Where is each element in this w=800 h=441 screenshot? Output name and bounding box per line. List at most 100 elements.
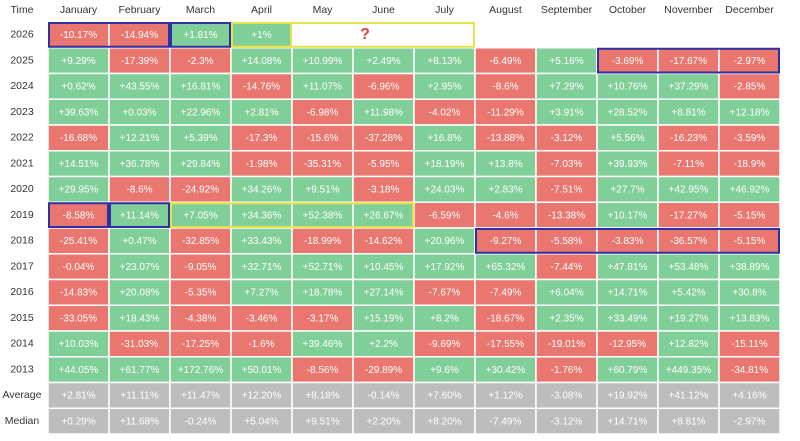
- cell: [474, 175, 537, 203]
- cell: [169, 253, 232, 281]
- cell: [718, 356, 781, 384]
- cell-value: +39.93%: [608, 159, 648, 170]
- highlight-box: [170, 202, 414, 228]
- cell-value: -33.05%: [60, 313, 97, 324]
- cell-value: +47.81%: [608, 262, 648, 273]
- cell: [352, 72, 415, 100]
- cell: [230, 47, 293, 75]
- highlight-box: [475, 228, 780, 254]
- cell-value: -4.38%: [185, 313, 217, 324]
- row-label: 2020: [10, 183, 34, 195]
- cell-value: +11.68%: [120, 416, 159, 427]
- cell: [413, 72, 476, 100]
- cell-value: -34.81%: [731, 365, 768, 376]
- cell: [291, 72, 354, 100]
- cell-value: +13.8%: [488, 159, 522, 170]
- cell: [352, 47, 415, 75]
- cell-value: +10.03%: [59, 339, 99, 350]
- cell-value: -37.28%: [365, 133, 402, 144]
- cell-value: +2.81%: [61, 391, 95, 402]
- cell-value: -35.31%: [304, 159, 341, 170]
- cell-value: -3.08%: [551, 391, 583, 402]
- cell-value: -3.12%: [551, 416, 583, 427]
- cell-value: -29.89%: [365, 365, 402, 376]
- cell-value: -17.39%: [121, 56, 158, 67]
- row-label: 2024: [10, 80, 34, 92]
- column-header: April: [251, 4, 272, 16]
- cell-value: -9.27%: [490, 236, 522, 247]
- highlight-box: [48, 22, 170, 48]
- column-header: February: [118, 4, 161, 16]
- cell-value: +7.29%: [549, 82, 583, 93]
- cell-value: +10.17%: [608, 210, 648, 221]
- cell-value: +38.89%: [730, 262, 770, 273]
- cell-value: +29.95%: [59, 185, 99, 196]
- cell: [474, 227, 537, 255]
- cell-value: -5.15%: [734, 236, 766, 247]
- cell-value: +16.8%: [427, 133, 461, 144]
- cell: [413, 330, 476, 358]
- highlight-box: [48, 202, 109, 228]
- cell-value: +7.05%: [183, 210, 217, 221]
- cell-value: -18.9%: [734, 159, 766, 170]
- cell-value: +11.47%: [181, 391, 220, 402]
- cell-value: +18.43%: [120, 313, 160, 324]
- cell: [47, 407, 110, 435]
- cell-value: +26.67%: [364, 210, 404, 221]
- cell-value: +2.35%: [549, 313, 583, 324]
- cell-value: +12.18%: [730, 107, 770, 118]
- cell-value: -7.67%: [429, 288, 461, 299]
- cell: [718, 304, 781, 332]
- cell: [169, 330, 232, 358]
- cell-value: -2.85%: [734, 82, 766, 93]
- cell-value: -12.95%: [609, 339, 646, 350]
- question-mark: ?: [360, 26, 370, 43]
- row-label: 2021: [10, 157, 34, 169]
- cell-value: +23.07%: [120, 262, 160, 273]
- cell-value: +7.27%: [244, 288, 278, 299]
- cell: [108, 304, 171, 332]
- cell: [718, 407, 781, 435]
- cell: [535, 98, 598, 126]
- cell: [108, 356, 171, 384]
- cell-value: -19.01%: [548, 339, 585, 350]
- cell-value: +6.04%: [549, 288, 583, 299]
- row-label: 2014: [10, 338, 34, 350]
- cell-value: -1.6%: [248, 339, 274, 350]
- cell-value: -25.41%: [60, 236, 97, 247]
- cell-value: +8.18%: [305, 391, 339, 402]
- cell: [474, 381, 537, 409]
- cell: [47, 356, 110, 384]
- cell-value: +5.39%: [183, 133, 217, 144]
- cell-value: +4.16%: [732, 391, 766, 402]
- cell-value: +2.49%: [366, 56, 400, 67]
- cell: [230, 407, 293, 435]
- cell-value: -17.55%: [487, 339, 524, 350]
- cell-value: -3.12%: [551, 133, 583, 144]
- cell-value: +5.56%: [610, 133, 644, 144]
- cell-value: -36.57%: [670, 236, 707, 247]
- cell-value: -0.24%: [185, 416, 217, 427]
- row-label: Median: [5, 415, 40, 427]
- cell-value: -9.05%: [185, 262, 217, 273]
- cell-value: -5.35%: [185, 288, 217, 299]
- cell-value: +5.42%: [671, 288, 705, 299]
- cell: [230, 253, 293, 281]
- cell-value: +22.96%: [181, 107, 221, 118]
- column-header: March: [186, 4, 215, 16]
- cell: [474, 253, 537, 281]
- cell-value: -32.85%: [182, 236, 219, 247]
- cell: [413, 356, 476, 384]
- cell-value: -14.83%: [60, 288, 97, 299]
- cell-value: +2.95%: [427, 82, 461, 93]
- cell-value: +39.63%: [59, 107, 99, 118]
- cell-value: +30.8%: [732, 288, 766, 299]
- cell-value: +9.29%: [61, 56, 95, 67]
- cell-value: +28.52%: [608, 107, 648, 118]
- cell: [535, 201, 598, 229]
- cell-value: +27.14%: [364, 288, 404, 299]
- cell-value: -4.02%: [429, 107, 461, 118]
- cell-value: +20.08%: [120, 288, 160, 299]
- cell-value: -3.17%: [307, 313, 339, 324]
- cell-value: +9.51%: [305, 416, 339, 427]
